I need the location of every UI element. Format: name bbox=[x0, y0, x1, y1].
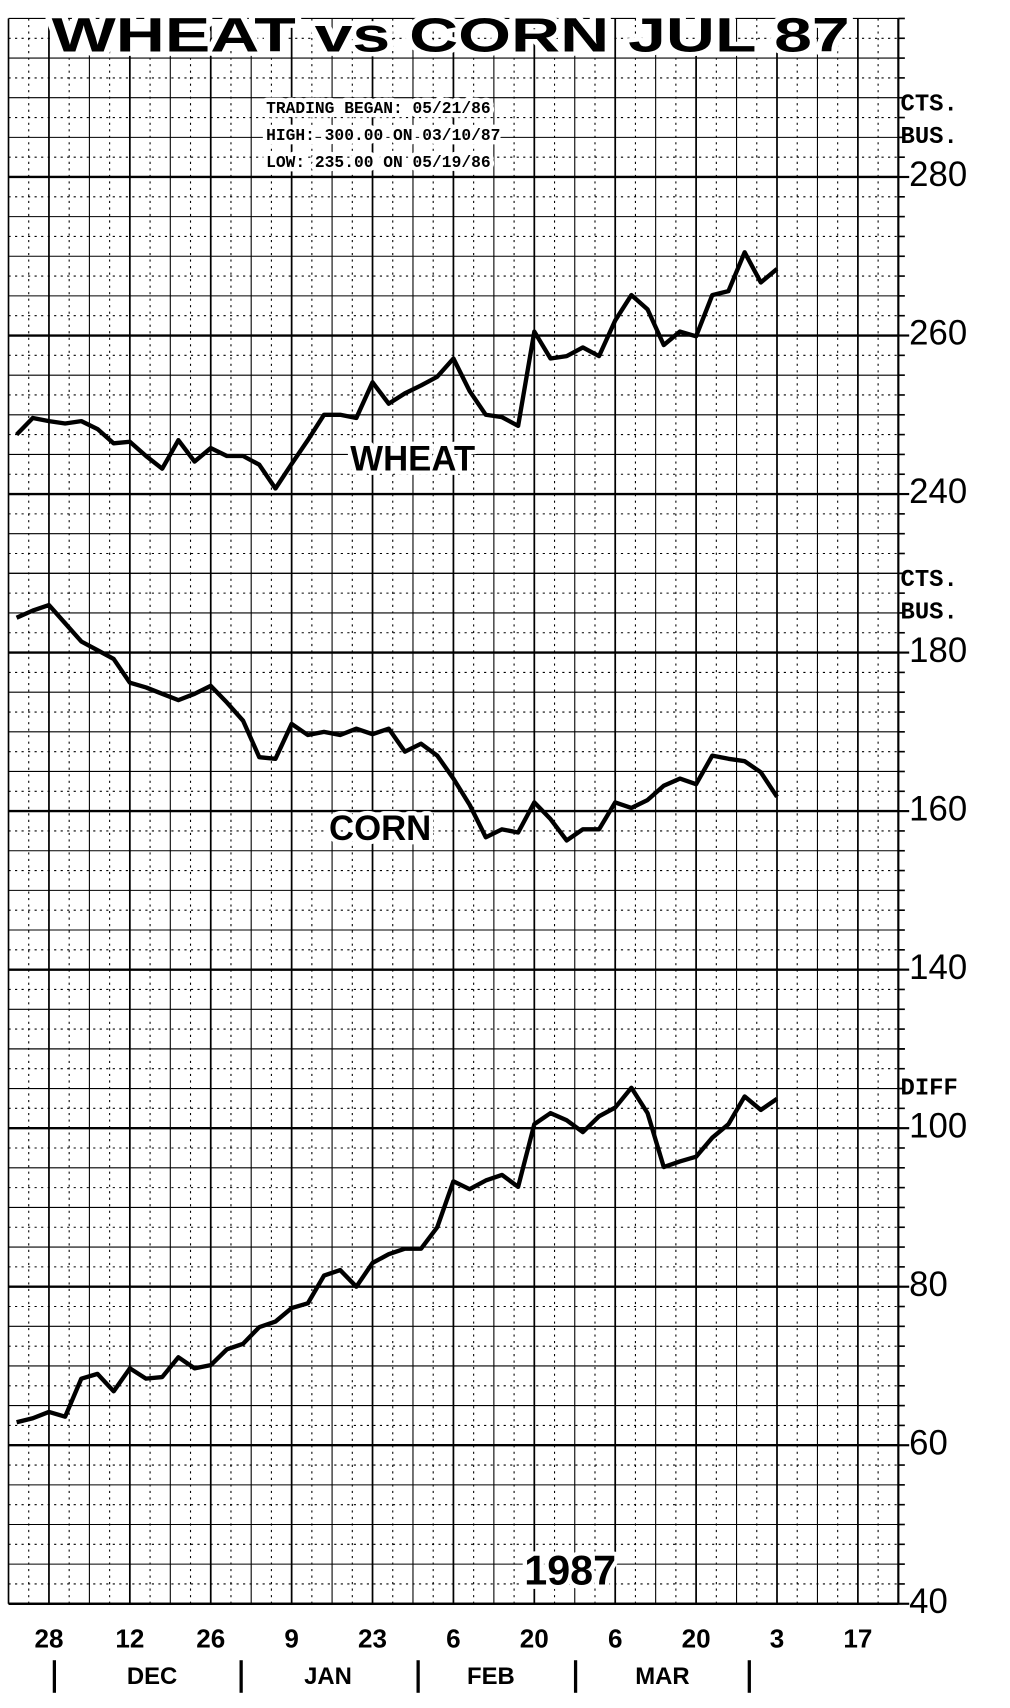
series-line bbox=[15, 602, 779, 843]
month-label: DEC bbox=[127, 1663, 177, 1690]
y-tick-label: 280 bbox=[909, 156, 967, 194]
x-tick-label: 26 bbox=[196, 1624, 225, 1654]
grid bbox=[7, 17, 910, 1605]
x-tick-label: 23 bbox=[358, 1624, 387, 1654]
y-tick-label: 140 bbox=[909, 949, 967, 987]
x-tick-label: 20 bbox=[682, 1624, 711, 1654]
x-tick-label: 12 bbox=[115, 1624, 144, 1654]
x-tick-label: 20 bbox=[520, 1624, 549, 1654]
y-tick-label: 160 bbox=[909, 790, 967, 828]
info-line: LOW: 235.00 ON 05/19/86 bbox=[266, 153, 491, 172]
y-tick-label: 40 bbox=[909, 1583, 948, 1621]
x-tick-label: 17 bbox=[843, 1624, 872, 1654]
series-line bbox=[16, 1085, 779, 1425]
y-tick-label: 180 bbox=[909, 632, 967, 670]
info-line: TRADING BEGAN: 05/21/86 bbox=[266, 99, 491, 118]
month-label: MAR bbox=[635, 1663, 689, 1690]
x-tick-label: 3 bbox=[770, 1624, 785, 1654]
month-label: FEB bbox=[467, 1663, 515, 1690]
y-tick-label: 80 bbox=[909, 1266, 948, 1304]
x-tick-label: 28 bbox=[34, 1624, 63, 1654]
info-line: HIGH: 300.00 ON 03/10/87 bbox=[266, 126, 500, 145]
unit-label: BUS. bbox=[901, 124, 958, 151]
year-label: 1987 bbox=[524, 1547, 616, 1593]
y-tick-label: 260 bbox=[909, 315, 967, 353]
unit-label: CTS. bbox=[901, 567, 958, 594]
labels: WHEAT vs CORN JUL 87 TRADING BEGAN: 05/2… bbox=[34, 5, 967, 1693]
x-tick-label: 6 bbox=[446, 1624, 460, 1654]
x-tick-label: 9 bbox=[284, 1624, 299, 1654]
unit-label: CTS. bbox=[901, 92, 958, 119]
y-tick-label: 100 bbox=[909, 1107, 967, 1145]
chart-title: WHEAT vs CORN JUL 87 bbox=[52, 10, 850, 63]
unit-label: DIFF bbox=[901, 1075, 958, 1102]
y-tick-label: 60 bbox=[909, 1424, 948, 1462]
unit-label: BUS. bbox=[901, 600, 958, 627]
x-tick-label: 6 bbox=[608, 1624, 623, 1654]
y-tick-label: 240 bbox=[909, 473, 967, 511]
plot bbox=[15, 250, 779, 1425]
series-label: CORN bbox=[329, 810, 431, 848]
month-label: JAN bbox=[304, 1663, 352, 1690]
series-line bbox=[15, 250, 779, 491]
series-label: WHEAT bbox=[350, 441, 475, 479]
